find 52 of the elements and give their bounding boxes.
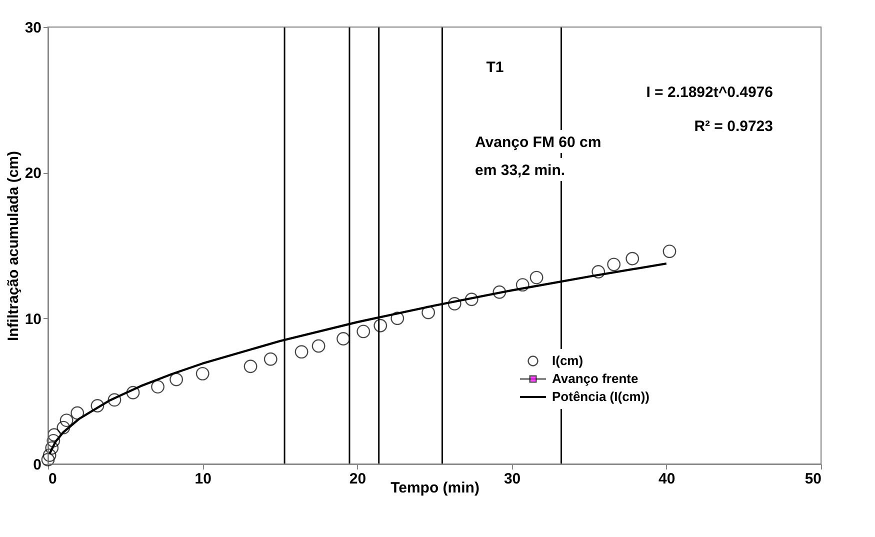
point xyxy=(126,386,140,400)
point xyxy=(626,252,640,266)
annotation: em 33,2 min. xyxy=(475,162,566,179)
legend-label: Avanço frente xyxy=(552,371,638,386)
x-tick-label: 50 xyxy=(804,470,822,488)
point xyxy=(464,292,478,306)
annotation: T1 xyxy=(486,59,504,76)
x-tick-label: 40 xyxy=(658,470,676,488)
point xyxy=(422,306,436,320)
point xyxy=(151,380,164,394)
point xyxy=(448,297,462,310)
point xyxy=(46,434,60,448)
legend-label: Potência (I(cm)) xyxy=(552,389,650,404)
point xyxy=(530,270,544,284)
point xyxy=(294,345,308,359)
point xyxy=(244,360,258,374)
point xyxy=(374,318,388,332)
point xyxy=(196,366,210,380)
x-tick-label: 10 xyxy=(194,470,212,488)
point xyxy=(662,244,676,258)
x-tick-label: 30 xyxy=(504,470,521,488)
y-tick-label: 20 xyxy=(24,165,42,182)
point xyxy=(42,448,56,462)
point xyxy=(492,285,506,299)
point xyxy=(390,312,404,326)
point xyxy=(592,265,606,278)
point xyxy=(312,339,326,353)
point xyxy=(607,258,621,272)
y-tick-label: 30 xyxy=(24,20,42,36)
annotation: Avanço FM 60 cm xyxy=(475,134,602,151)
y-axis-title: Infiltração acumulada (cm) xyxy=(4,150,22,342)
x-tick-label: 20 xyxy=(349,470,366,488)
point xyxy=(47,428,61,442)
point xyxy=(108,393,122,407)
point xyxy=(60,414,74,428)
annotation: R² = 0.9723 xyxy=(694,118,773,135)
point xyxy=(90,399,104,412)
x-axis-title: Tempo (min) xyxy=(390,480,480,496)
point xyxy=(336,332,350,346)
x-tick-label: 0 xyxy=(48,470,57,488)
point xyxy=(41,452,55,466)
point xyxy=(45,441,59,455)
y-tick-label: 10 xyxy=(24,310,42,328)
point xyxy=(56,420,70,434)
annotation: I = 2.1892t^0.4976 xyxy=(646,84,773,101)
point xyxy=(70,406,84,420)
legend-label: I(cm) xyxy=(552,353,584,368)
point xyxy=(170,372,184,386)
point xyxy=(516,278,530,292)
y-tick-label: 0 xyxy=(33,456,42,474)
point xyxy=(356,324,370,338)
point xyxy=(264,352,278,366)
